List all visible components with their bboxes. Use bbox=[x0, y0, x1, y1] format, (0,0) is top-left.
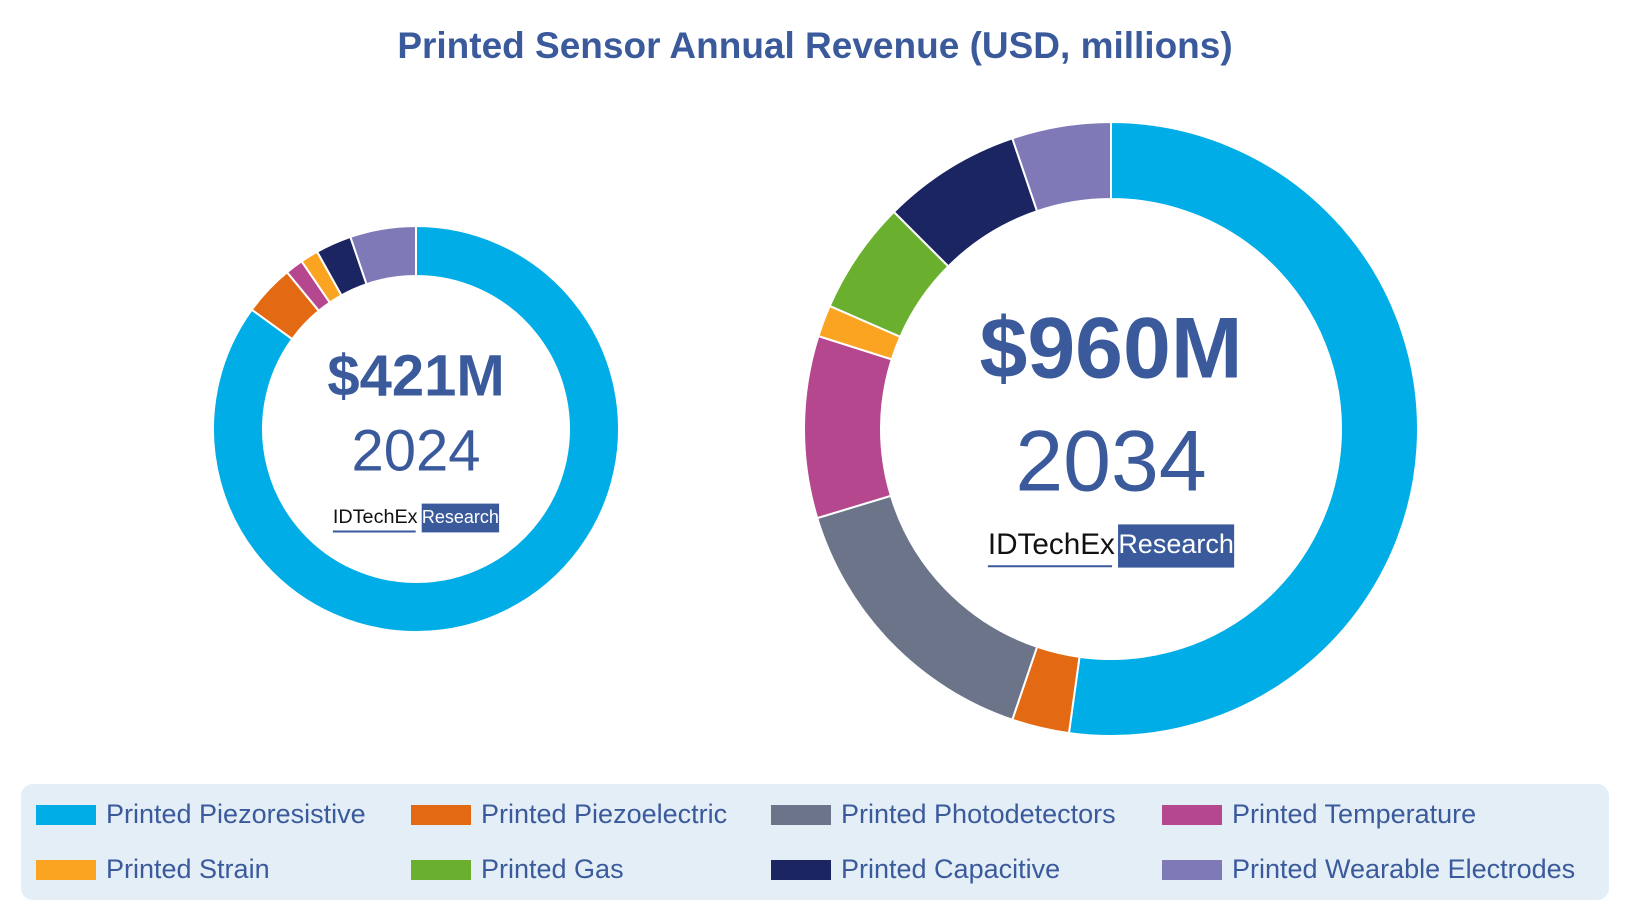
legend-swatch bbox=[771, 860, 831, 880]
legend-label: Printed Wearable Electrodes bbox=[1232, 854, 1575, 884]
legend-label: Printed Capacitive bbox=[841, 854, 1060, 884]
donut-segment bbox=[1067, 120, 1420, 737]
donut-segment bbox=[212, 224, 620, 633]
legend-swatch bbox=[1162, 860, 1222, 880]
donut-segment bbox=[349, 224, 417, 286]
logo-tag: Research bbox=[422, 507, 499, 527]
logo-tag: Research bbox=[1118, 529, 1234, 559]
year-label: 2024 bbox=[351, 418, 480, 483]
legend-swatch bbox=[1162, 805, 1222, 825]
logo-box bbox=[421, 503, 500, 533]
donut-segment bbox=[803, 334, 894, 520]
total-label: $960M bbox=[980, 301, 1243, 397]
legend-swatch bbox=[411, 805, 471, 825]
legend-label: Printed Gas bbox=[481, 854, 624, 884]
legend-label: Printed Piezoresistive bbox=[106, 799, 366, 829]
logo-brand: IDTechEx bbox=[988, 528, 1115, 561]
legend-label: Printed Piezoelectric bbox=[481, 799, 727, 829]
legend-label: Printed Photodetectors bbox=[841, 799, 1116, 829]
legend-swatch bbox=[771, 805, 831, 825]
logo-brand: IDTechEx bbox=[333, 506, 418, 528]
donut-segment bbox=[1011, 120, 1112, 213]
chart-title: Printed Sensor Annual Revenue (USD, mill… bbox=[397, 25, 1232, 66]
year-label: 2034 bbox=[1015, 414, 1206, 510]
legend-swatch bbox=[36, 860, 96, 880]
legend-swatch bbox=[411, 860, 471, 880]
logo-box bbox=[1118, 524, 1235, 568]
legend-swatch bbox=[36, 805, 96, 825]
legend-label: Printed Strain bbox=[106, 854, 270, 884]
total-label: $421M bbox=[327, 343, 504, 408]
legend-label: Printed Temperature bbox=[1232, 799, 1476, 829]
